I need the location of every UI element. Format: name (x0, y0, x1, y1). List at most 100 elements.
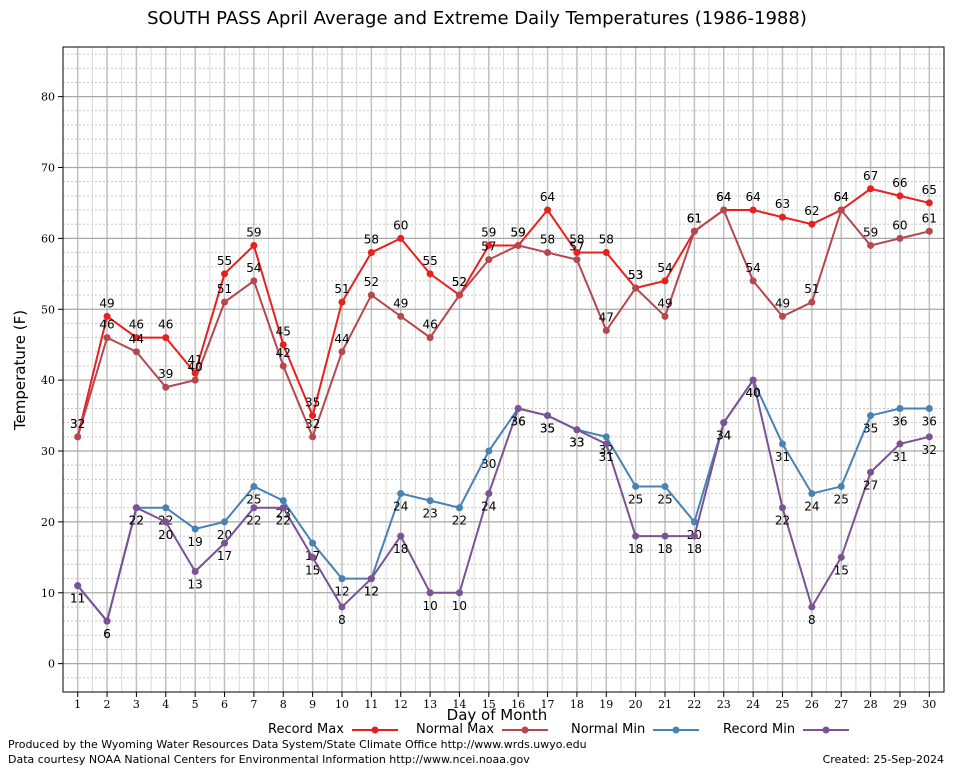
x-tick-label: 26 (805, 698, 819, 711)
data-point (103, 312, 111, 320)
legend-swatch-marker (672, 726, 680, 733)
data-point (514, 404, 522, 412)
series-record-min: 11 6 22 20 13 17 22 22 15 8 12 18 10 10 24 36 35 33 31 18 18… (70, 376, 937, 641)
data-point (661, 482, 669, 490)
data-label: 31 (599, 450, 614, 464)
data-point (426, 334, 434, 342)
data-label: 62 (804, 204, 819, 218)
data-label: 52 (452, 275, 467, 289)
data-point (544, 206, 552, 214)
data-label: 40 (188, 360, 203, 374)
data-label: 25 (628, 492, 643, 506)
data-label: 65 (922, 183, 937, 197)
data-label: 15 (834, 563, 849, 577)
x-tick-label: 11 (364, 698, 378, 711)
data-point (837, 553, 845, 561)
data-label: 6 (103, 627, 111, 641)
data-label: 59 (246, 225, 261, 239)
x-tick-label: 12 (394, 698, 408, 711)
x-tick-label: 14 (452, 698, 466, 711)
data-point (690, 518, 698, 526)
x-tick-label: 10 (335, 698, 349, 711)
data-label: 12 (364, 585, 379, 599)
data-label: 31 (892, 450, 907, 464)
data-label: 57 (569, 240, 584, 254)
data-point (837, 482, 845, 490)
data-point (485, 447, 493, 455)
data-label: 25 (246, 492, 261, 506)
data-point (544, 412, 552, 420)
data-point (602, 433, 610, 441)
data-label: 36 (511, 414, 526, 428)
data-label: 30 (481, 457, 496, 471)
data-label: 64 (540, 190, 555, 204)
data-label: 59 (511, 225, 526, 239)
data-point (367, 575, 375, 583)
data-label: 36 (922, 414, 937, 428)
data-point (397, 532, 405, 540)
x-tick-label: 22 (687, 698, 701, 711)
x-tick-label: 4 (162, 698, 169, 711)
data-point (573, 256, 581, 264)
data-point (250, 482, 258, 490)
data-point (778, 440, 786, 448)
data-label: 54 (745, 261, 760, 275)
x-tick-label: 3 (133, 698, 140, 711)
data-point (896, 192, 904, 200)
data-label: 64 (716, 190, 731, 204)
data-label: 35 (540, 422, 555, 436)
legend-swatch (502, 726, 549, 733)
data-point (74, 582, 82, 590)
data-point (632, 284, 640, 292)
data-label: 20 (158, 528, 173, 542)
data-label: 11 (70, 592, 85, 606)
data-label: 67 (863, 169, 878, 183)
data-point (925, 199, 933, 207)
x-axis-label: Day of Month (446, 706, 548, 724)
data-label: 24 (481, 500, 496, 514)
data-label: 10 (452, 599, 467, 613)
data-point (162, 504, 170, 512)
data-label: 22 (276, 514, 291, 528)
data-point (309, 412, 317, 420)
data-point (103, 617, 111, 625)
data-point (485, 490, 493, 498)
data-label: 55 (422, 254, 437, 268)
data-point (808, 220, 816, 228)
data-point (720, 206, 728, 214)
data-label: 8 (808, 613, 816, 627)
data-point (191, 525, 199, 533)
x-tick-label: 8 (280, 698, 287, 711)
data-label: 25 (834, 492, 849, 506)
data-label: 46 (129, 318, 144, 332)
data-point (661, 532, 669, 540)
data-point (162, 518, 170, 526)
data-point (925, 433, 933, 441)
footer-created: Created: 25-Sep-2024 (822, 753, 944, 766)
data-label: 54 (246, 261, 261, 275)
data-point (661, 312, 669, 320)
data-label: 34 (716, 429, 731, 443)
x-tick-label: 20 (629, 698, 643, 711)
data-label: 49 (393, 296, 408, 310)
data-label: 12 (364, 585, 379, 599)
data-label: 36 (892, 414, 907, 428)
x-tick-label: 17 (541, 698, 555, 711)
y-tick-label: 50 (41, 303, 55, 316)
data-label: 33 (569, 436, 584, 450)
data-point (632, 532, 640, 540)
x-tick-label: 13 (423, 698, 437, 711)
data-point (250, 504, 258, 512)
data-label: 64 (834, 190, 849, 204)
data-label: 15 (305, 563, 320, 577)
y-axis-label: Temperature (F) (11, 309, 29, 431)
data-point (837, 206, 845, 214)
data-point (925, 227, 933, 235)
data-point (279, 362, 287, 370)
data-label: 35 (540, 422, 555, 436)
data-label: 49 (775, 296, 790, 310)
data-point (896, 440, 904, 448)
data-point (778, 213, 786, 221)
data-point (132, 334, 140, 342)
data-label: 24 (393, 500, 408, 514)
